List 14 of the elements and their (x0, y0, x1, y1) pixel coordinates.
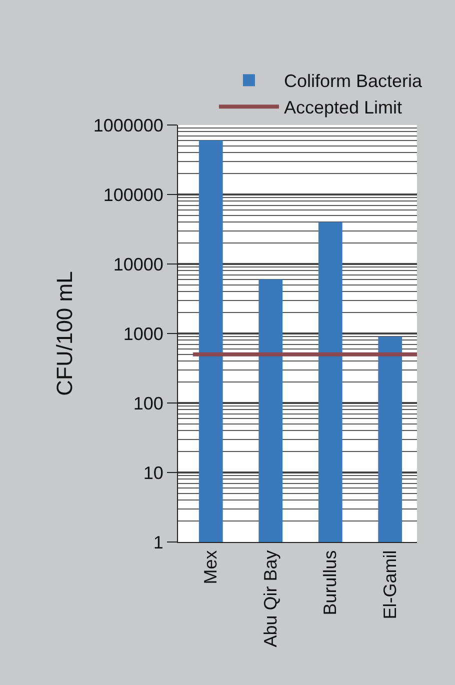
y-tick-label: 1000000 (93, 115, 164, 136)
y-tick-label: 10000 (113, 254, 164, 274)
y-axis-title: CFU/100 mL (52, 271, 78, 396)
y-tick-label: 10 (143, 462, 164, 483)
x-tick-label: Burullus (320, 550, 340, 616)
y-tick-label: 100 (133, 393, 164, 414)
y-tick-label: 100000 (103, 184, 164, 205)
x-tick-label: Mex (200, 550, 221, 584)
x-tick-label: Abu Qir Bay (260, 550, 280, 648)
x-tick-label: El-Gamil (380, 550, 400, 620)
y-tick-label: 1 (153, 532, 164, 552)
y-tick-label: 1000 (123, 324, 164, 344)
legend-label: Coliform Bacteria (284, 71, 423, 92)
legend-label: Accepted Limit (284, 98, 402, 118)
